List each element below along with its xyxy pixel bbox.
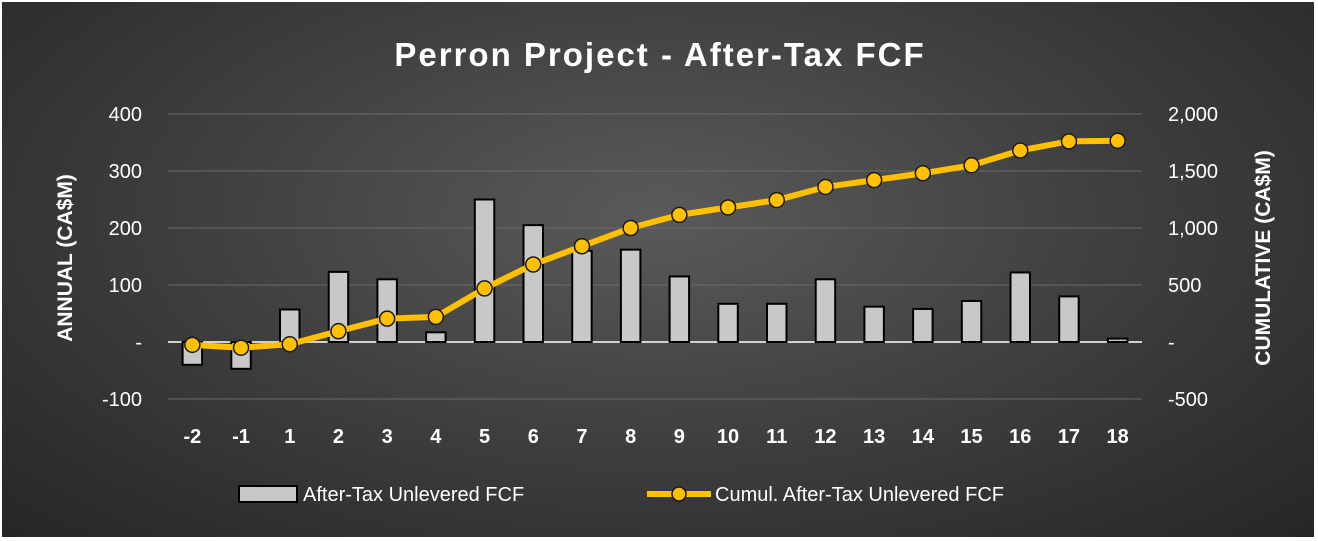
bar [522,224,544,343]
bar [766,302,788,343]
line-point [1109,132,1126,150]
x-tick-label: 3 [382,426,393,448]
legend-item-bars: After-Tax Unlevered FCF [238,484,524,506]
line-point [232,339,250,356]
bar [912,307,934,344]
x-tick-label: 5 [479,426,490,448]
bar [1009,271,1031,343]
y-tick-label: 100 [109,275,142,297]
line-point [671,206,688,224]
x-tick-label: 6 [528,426,539,448]
x-tick-label: 2 [333,426,344,448]
line-point [963,157,980,174]
legend-label-bars: After-Tax Unlevered FCF [303,484,524,506]
bar [668,275,691,344]
line-point [378,310,396,327]
bar [473,198,496,343]
y2-axis-title: CUMULATIVE (CA$M) [1252,150,1275,365]
y-tick-label: 300 [109,161,142,183]
x-tick-label: 12 [814,426,836,448]
line-point [281,336,298,353]
bar [425,331,447,343]
y-axis-title: ANNUAL (CA$M) [54,174,77,342]
line-point [476,280,493,297]
line-point [865,171,883,189]
bar [571,249,593,343]
chart-title: Perron Project - After-Tax FCF [394,36,925,73]
x-tick-label: 8 [625,426,636,448]
y2-tick-label: -500 [1168,389,1208,411]
line-point [573,237,591,255]
bar [327,270,350,344]
line-point [184,336,201,354]
line-point [622,219,639,237]
legend: After-Tax Unlevered FCF Cumul. After-Tax… [238,484,1004,506]
bar-series [181,198,1129,370]
bar [619,248,642,343]
x-tick-label: 7 [576,426,587,448]
bar [1106,337,1129,343]
x-axis-ticks: -2 -1 1 2 3 4 5 6 7 8 9 10 11 12 13 14 15 16 17 18 [183,426,1128,448]
x-tick-label: 11 [766,426,787,448]
y2-tick-label: 1,500 [1168,161,1218,183]
y-tick-label: - [135,332,142,354]
x-tick-label: 1 [284,426,295,448]
y2-tick-label: - [1168,332,1175,354]
bar [960,299,983,343]
x-tick-label: 14 [912,426,935,448]
y-tick-label: 200 [109,218,142,240]
y2-tick-label: 1,000 [1168,218,1218,240]
line-point [768,191,785,209]
y-tick-label: -100 [102,389,142,411]
legend-label-line: Cumul. After-Tax Unlevered FCF [715,484,1004,506]
right-axis-ticks: 2,000 1,500 1,000 500 - -500 [1168,104,1218,411]
x-tick-label: 17 [1058,426,1080,448]
left-axis-ticks: 400 300 200 100 - -100 [102,104,142,411]
x-tick-label: 10 [717,426,739,448]
line-point [914,165,932,182]
line-point [427,308,445,326]
bar [863,305,885,344]
line-point [817,178,834,196]
x-tick-label: 4 [430,426,442,448]
y2-tick-label: 500 [1168,275,1201,297]
x-tick-label: -2 [183,426,201,448]
line-point [719,199,737,216]
line-series [184,132,1126,356]
line-point [330,322,347,340]
x-tick-label: 13 [863,426,885,448]
x-tick-label: -1 [232,426,250,448]
y-tick-label: 400 [109,104,142,126]
bar [1058,295,1080,343]
x-tick-label: 15 [960,426,982,448]
x-tick-label: 9 [674,426,685,448]
y2-tick-label: 2,000 [1168,104,1218,126]
line-point [1060,133,1078,150]
legend-bar-swatch [238,485,298,503]
legend-item-line: Cumul. After-Tax Unlevered FCF [647,484,1004,506]
line-point [525,256,542,273]
bar [717,302,739,343]
x-tick-label: 18 [1107,426,1129,448]
bar [814,278,837,343]
line-point [1012,142,1029,159]
x-tick-label: 16 [1009,426,1031,448]
legend-marker-swatch [671,486,687,502]
